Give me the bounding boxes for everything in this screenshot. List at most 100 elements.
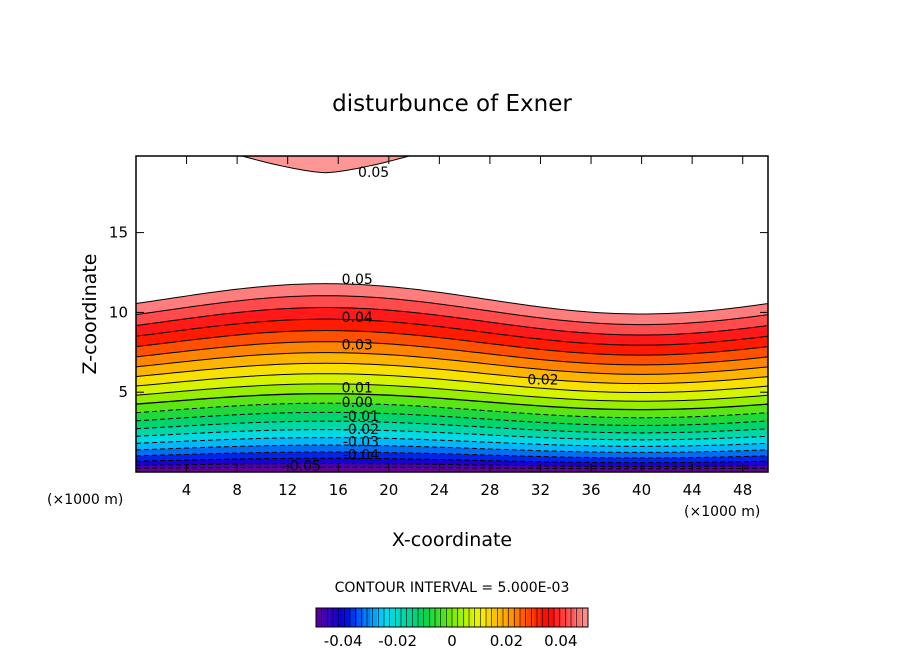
contour-labels: 0.050.050.040.030.020.010.00-0.01-0.02-0… <box>285 165 559 475</box>
colorbar-segment <box>404 608 412 627</box>
colorbar-segment <box>547 608 555 627</box>
colorbar-segment <box>492 608 500 627</box>
contour-line <box>136 330 768 356</box>
colorbar-segment <box>356 608 364 627</box>
contour-line <box>136 393 768 411</box>
colorbar-segment <box>377 608 385 627</box>
y-axis-ticks: 5 10 15 <box>109 224 768 401</box>
x-tick-label: 12 <box>278 481 297 499</box>
contour-label: -0.05 <box>285 459 321 475</box>
x-tick-label: 4 <box>182 481 192 499</box>
contour-line <box>136 295 768 326</box>
contour-line <box>136 341 768 366</box>
colorbar-segment <box>418 608 426 627</box>
colorbar-segment <box>438 608 446 627</box>
y-tick-label: 10 <box>109 303 128 321</box>
colorbar-ticks: -0.04 -0.02 0 0.02 0.04 <box>324 632 578 650</box>
colorbar-tick-label: 0 <box>447 632 457 650</box>
contour-line-top <box>240 156 411 174</box>
colorbar-frame <box>315 607 589 628</box>
colorbar-segment <box>384 608 392 627</box>
contour-line <box>136 411 768 426</box>
colorbar-segment <box>411 608 419 627</box>
contour-label: 0.01 <box>342 380 373 396</box>
colorbar-segment <box>316 608 324 627</box>
contour-line <box>136 383 768 402</box>
colorbar-segment <box>445 608 453 627</box>
x-axis-unit-left: (×1000 m) <box>47 492 123 508</box>
contour-label: 0.04 <box>342 310 373 326</box>
colorbar-segment <box>322 608 330 627</box>
x-tick-label: 8 <box>232 481 242 499</box>
colorbar-segment <box>350 608 358 627</box>
colorbar-segment <box>343 608 351 627</box>
colorbar-segment <box>479 608 487 627</box>
colorbar <box>315 607 589 628</box>
colorbar-tick-label: -0.04 <box>324 632 363 650</box>
contour-line <box>136 402 768 419</box>
contour-line <box>136 437 768 447</box>
contour-line <box>136 307 768 336</box>
contour-label: 0.05 <box>358 165 389 181</box>
contour-line <box>136 466 768 470</box>
contour-line <box>136 318 768 346</box>
plot-frame <box>135 155 769 473</box>
contour-label: -0.04 <box>343 447 379 463</box>
colorbar-segment <box>554 608 562 627</box>
contour-band-top <box>242 156 410 173</box>
contour-line <box>136 362 768 385</box>
x-axis-unit-right: (×1000 m) <box>684 504 760 520</box>
contour-label: -0.03 <box>343 435 379 451</box>
contour-line <box>136 420 768 434</box>
colorbar-segment <box>526 608 534 627</box>
colorbar-segment <box>472 608 480 627</box>
x-tick-label: 48 <box>733 481 752 499</box>
contour-label: 0.02 <box>527 372 558 388</box>
contour-label: 0.03 <box>342 337 373 353</box>
chart-title: disturbunce of Exner <box>332 91 572 117</box>
contour-label: 0.00 <box>342 395 373 411</box>
y-tick-label: 15 <box>109 224 128 242</box>
x-tick-label: 36 <box>581 481 600 499</box>
contour-line <box>136 283 768 315</box>
colorbar-segment <box>540 608 548 627</box>
colorbar-segment <box>520 608 528 627</box>
colorbar-tick-label: -0.02 <box>378 632 417 650</box>
x-tick-label: 24 <box>430 481 449 499</box>
contour-interval-text: CONTOUR INTERVAL = 5.000E-03 <box>335 580 570 596</box>
contour-label: 0.05 <box>342 272 373 288</box>
x-tick-label: 20 <box>379 481 398 499</box>
contour-lines <box>136 156 768 470</box>
x-tick-label: 28 <box>480 481 499 499</box>
colorbar-segment <box>581 608 589 627</box>
contour-line <box>136 352 768 375</box>
contour-line <box>136 429 768 441</box>
colorbar-tick-label: 0.02 <box>490 632 523 650</box>
contour-line <box>136 373 768 394</box>
contour-line <box>136 457 768 464</box>
y-axis-label: Z-coordinate <box>79 254 101 375</box>
contour-line <box>136 463 768 468</box>
contour-fills <box>136 156 768 472</box>
colorbar-segment <box>486 608 494 627</box>
contour-label: -0.02 <box>343 422 379 438</box>
colorbar-segment <box>506 608 514 627</box>
contour-label: -0.01 <box>343 409 379 425</box>
x-tick-label: 32 <box>531 481 550 499</box>
x-axis-label: X-coordinate <box>392 529 512 551</box>
colorbar-segment <box>370 608 378 627</box>
colorbar-segment <box>390 608 398 627</box>
colorbar-segment <box>574 608 582 627</box>
x-tick-label: 16 <box>329 481 348 499</box>
colorbar-segment <box>513 608 521 627</box>
colorbar-segment <box>458 608 466 627</box>
contour-band <box>136 467 768 472</box>
colorbar-segment <box>452 608 460 627</box>
colorbar-tick-label: 0.04 <box>544 632 577 650</box>
colorbar-segment <box>424 608 432 627</box>
x-axis-ticks: 4 8 12 16 20 24 28 32 36 40 44 48 <box>182 156 752 499</box>
colorbar-segment <box>560 608 568 627</box>
contour-line <box>136 451 768 459</box>
x-tick-label: 40 <box>632 481 651 499</box>
